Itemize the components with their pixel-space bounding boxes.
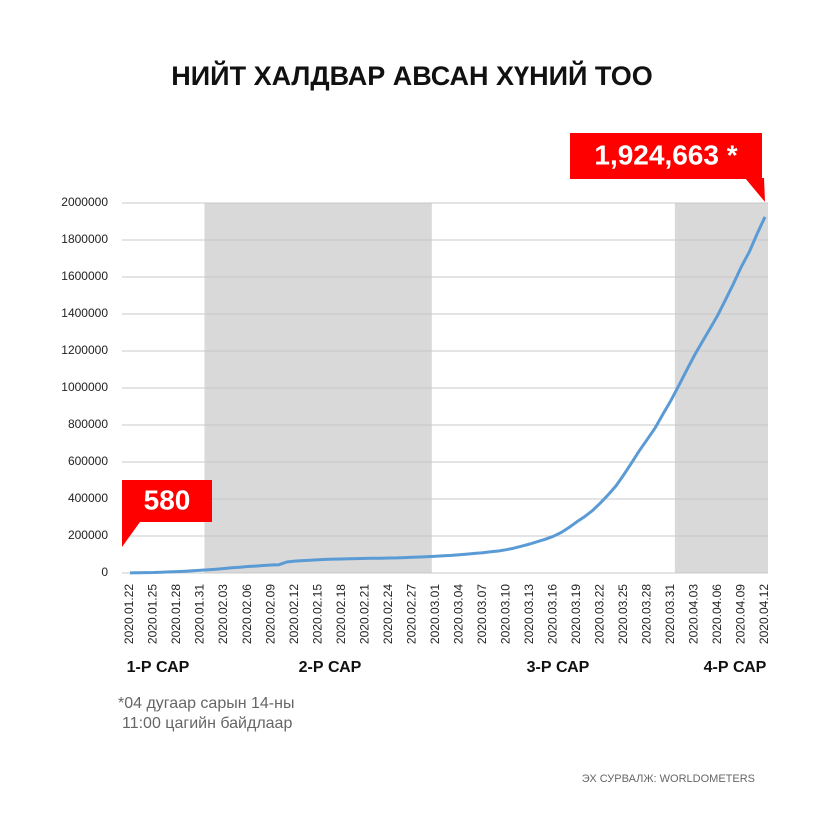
chart-title: НИЙТ ХАЛДВАР АВСАН ХҮНИЙ ТОО (171, 60, 652, 91)
annotation: 1,924,663 * (594, 139, 737, 170)
x-tick-label: 2020.01.28 (169, 584, 183, 644)
x-tick-label: 2020.03.13 (522, 584, 536, 644)
x-tick-label: 2020.03.04 (451, 584, 465, 644)
callout-box (570, 133, 762, 179)
y-tick-label: 600000 (68, 454, 108, 468)
data-line (129, 216, 767, 575)
x-tick-label: 2020.01.31 (193, 584, 207, 644)
period-label: 2-Р САР (299, 659, 362, 676)
x-tick-label: 2020.03.22 (593, 584, 607, 644)
y-tick-label: 1800000 (61, 232, 108, 246)
period-label: 3-Р САР (527, 659, 590, 676)
y-tick-label: 2000000 (61, 195, 108, 209)
x-tick-label: 2020.02.09 (263, 584, 277, 644)
x-tick-label: 2020.02.24 (381, 584, 395, 644)
y-tick-label: 1000000 (61, 380, 108, 394)
x-tick-label: 2020.02.18 (334, 584, 348, 644)
footnote: *04 дугаар сарын 14-ны (118, 695, 294, 712)
y-tick-label: 0 (101, 565, 108, 579)
y-tick-label: 400000 (68, 491, 108, 505)
x-tick-label: 2020.03.19 (569, 584, 583, 644)
x-tick-label: 2020.03.31 (663, 584, 677, 644)
annotation: 580 (144, 484, 191, 515)
callout-pointer (122, 515, 140, 547)
x-tick-label: 2020.01.25 (146, 584, 160, 644)
y-tick-label: 1200000 (61, 343, 108, 357)
x-tick-label: 2020.02.21 (357, 584, 371, 644)
x-tick-label: 2020.04.09 (734, 584, 748, 644)
footnote: 11:00 цагийн байдлаар (122, 715, 292, 732)
source: ЭХ СУРВАЛЖ: WORLDOMETERS (582, 773, 755, 785)
callout-pointer (745, 178, 765, 202)
period-label: 4-Р САР (704, 659, 767, 676)
callout-box (122, 480, 212, 522)
x-tick-label: 2020.03.25 (616, 584, 630, 644)
x-tick-label: 2020.01.22 (122, 584, 136, 644)
x-tick-label: 2020.03.10 (498, 584, 512, 644)
x-tick-label: 2020.02.27 (404, 584, 418, 644)
x-tick-label: 2020.03.01 (428, 584, 442, 644)
y-tick-label: 200000 (68, 528, 108, 542)
x-tick-label: 2020.03.07 (475, 584, 489, 644)
y-tick-label: 1400000 (61, 306, 108, 320)
y-tick-label: 800000 (68, 417, 108, 431)
x-tick-label: 2020.02.06 (240, 584, 254, 644)
x-tick-label: 2020.04.12 (757, 584, 771, 644)
x-tick-label: 2020.02.12 (287, 584, 301, 644)
x-tick-label: 2020.02.03 (216, 584, 230, 644)
x-tick-label: 2020.03.16 (546, 584, 560, 644)
y-tick-label: 1600000 (61, 269, 108, 283)
x-tick-label: 2020.02.15 (310, 584, 324, 644)
x-tick-label: 2020.03.28 (640, 584, 654, 644)
x-tick-label: 2020.04.06 (710, 584, 724, 644)
x-tick-label: 2020.04.03 (687, 584, 701, 644)
period-label: 1-Р САР (127, 659, 190, 676)
